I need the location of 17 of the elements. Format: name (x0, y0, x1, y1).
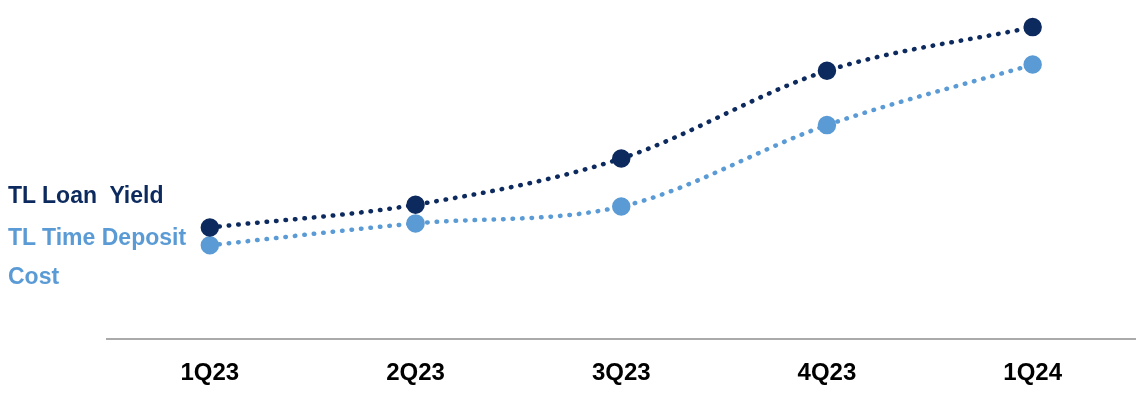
point (612, 149, 631, 168)
point (817, 115, 837, 135)
series-label: TL Time Deposit Cost (8, 223, 187, 289)
point (200, 218, 220, 237)
x-tick-label: 1Q23 (180, 358, 240, 386)
series-label: TL Loan Yield (8, 181, 164, 208)
point (817, 61, 837, 81)
x-tick-label: 1Q24 (1003, 358, 1063, 386)
point (406, 195, 425, 214)
point (612, 197, 631, 216)
point (1023, 55, 1042, 74)
point (406, 214, 425, 233)
point (1023, 17, 1042, 37)
x-tick-label: 4Q23 (797, 358, 857, 386)
point (200, 236, 220, 255)
x-tick-label: 3Q23 (591, 358, 651, 386)
x-tick-label: 2Q23 (386, 358, 445, 386)
